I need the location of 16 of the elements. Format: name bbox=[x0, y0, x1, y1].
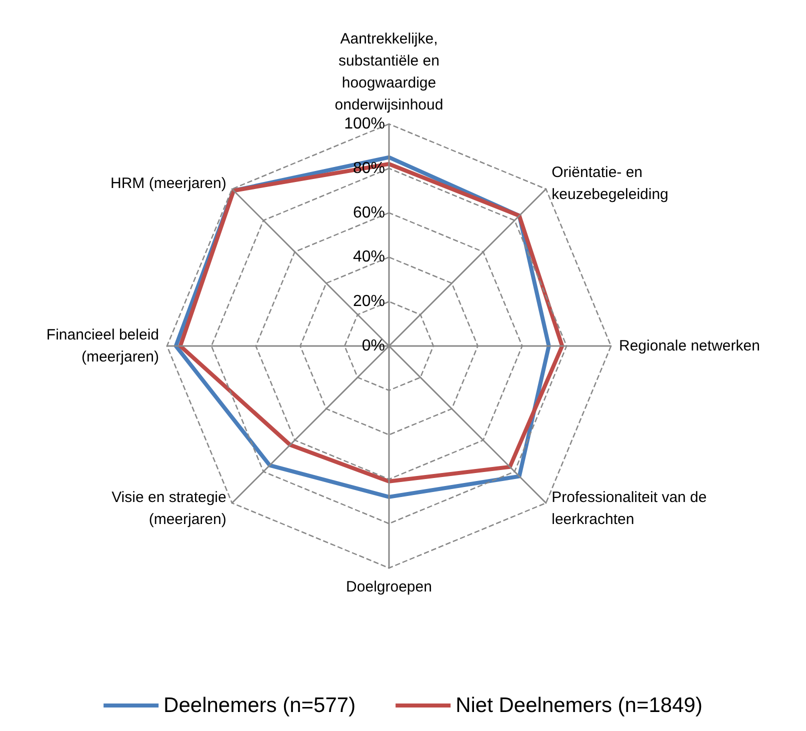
legend-label: Deelnemers (n=577) bbox=[164, 694, 356, 717]
spoke-label: Regionale netwerken bbox=[619, 338, 760, 354]
legend-label: Niet Deelnemers (n=1849) bbox=[456, 694, 702, 717]
spoke-label: Aantrekkelijke, substantiële en hoogwaardige onderwijsinhoud bbox=[334, 30, 444, 114]
spoke-label: Professionaliteit van de leerkrachten bbox=[552, 489, 707, 528]
spoke-label: Oriëntatie- en keuzebegeleiding bbox=[552, 164, 668, 203]
y-tick-label: 0% bbox=[362, 338, 385, 354]
y-tick-label: 20% bbox=[352, 293, 385, 310]
y-tick-label: 40% bbox=[352, 248, 385, 266]
y-tick-label: 100% bbox=[344, 116, 385, 132]
spoke-label: HRM (meerjaren) bbox=[110, 174, 226, 192]
spoke-label: Financieel beleid (meerjaren) bbox=[46, 326, 159, 366]
y-tick-label: 60% bbox=[352, 204, 385, 222]
y-tick-label: 80% bbox=[352, 160, 385, 177]
spoke-label: Visie en strategie (meerjaren) bbox=[112, 489, 226, 528]
spoke-label: Doelgroepen bbox=[346, 578, 432, 596]
